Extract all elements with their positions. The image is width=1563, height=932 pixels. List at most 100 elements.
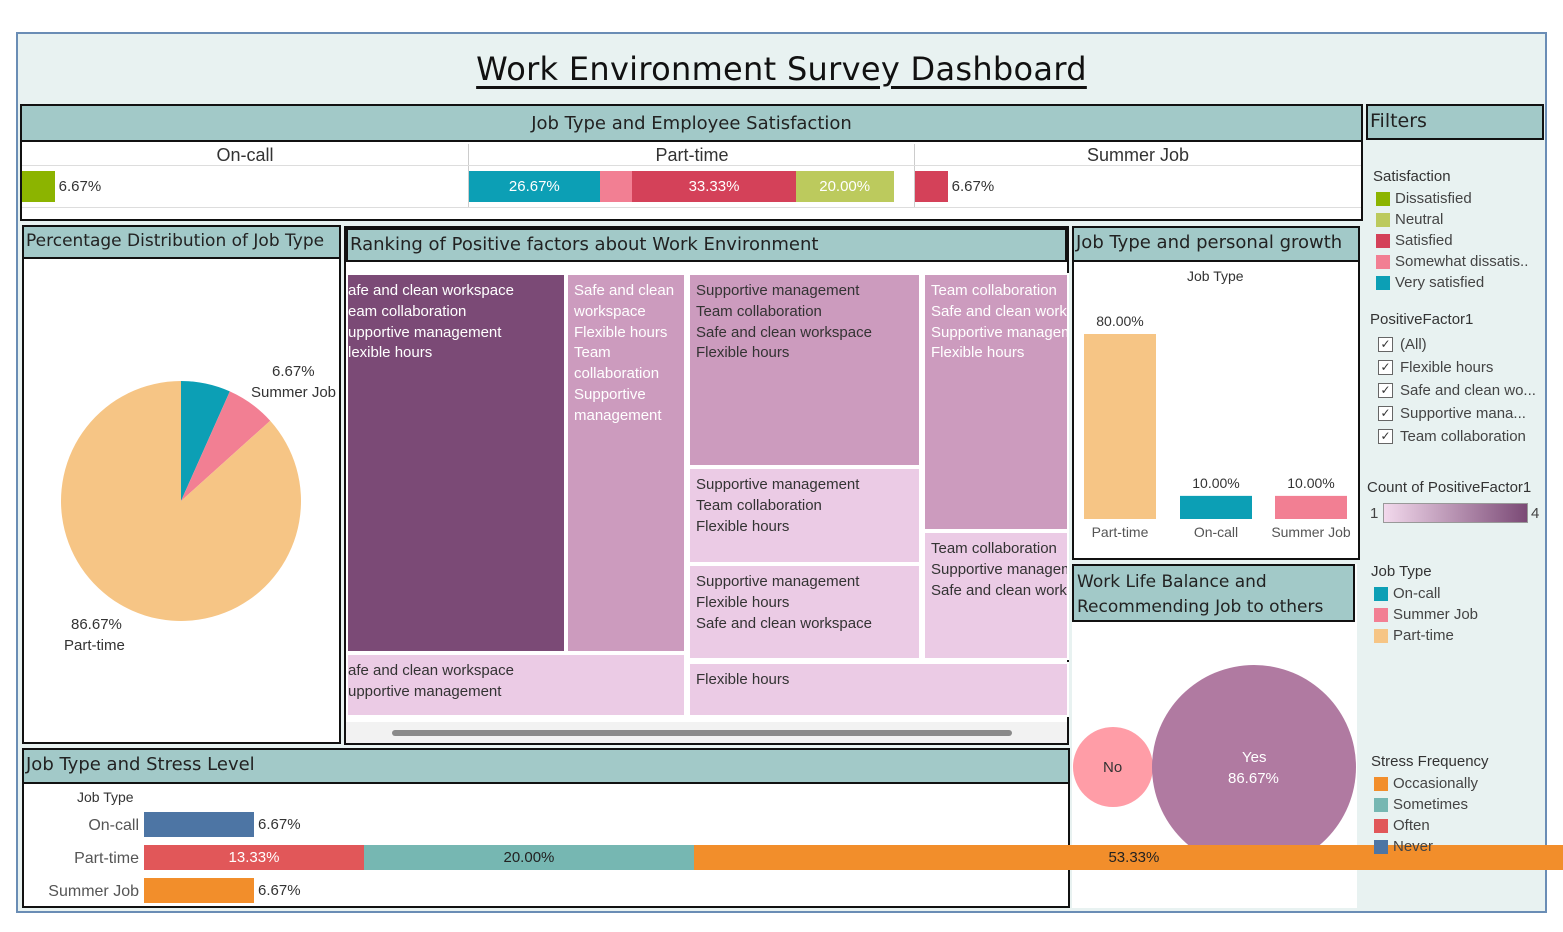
legend-swatch: [1374, 608, 1388, 622]
factor-checkbox[interactable]: ✓: [1378, 406, 1393, 421]
stress-segment: [144, 878, 255, 903]
factor-checkbox-label[interactable]: Supportive mana...: [1400, 405, 1526, 422]
satisfaction-divider-2: [914, 144, 915, 208]
treemap-tile: afe and clean workspace eam collaboration…: [346, 273, 566, 653]
count-legend-max: 4: [1531, 505, 1540, 522]
legend-swatch: [1374, 629, 1388, 643]
satisfaction-col-header: On-call: [216, 145, 274, 165]
treemap-tile-label: upportive management: [348, 323, 502, 341]
treemap-tile-label: Supportive management: [931, 560, 1067, 578]
filters-header: Filters: [1366, 104, 1544, 140]
treemap-header-text: Ranking of Positive factors about Work E…: [350, 234, 819, 255]
growth-category-label: On-call: [1194, 524, 1238, 540]
treemap-tile-label: Safe and clean workspace: [696, 323, 872, 341]
factor-filter-title: PositiveFactor1: [1370, 311, 1474, 328]
legend-label: Part-time: [1393, 627, 1454, 644]
factor-checkbox[interactable]: ✓: [1378, 429, 1393, 444]
factor-checkbox-label[interactable]: (All): [1400, 336, 1427, 353]
stress-legend-title: Stress Frequency: [1371, 753, 1489, 770]
page-title: Work Environment Survey Dashboard: [476, 50, 1087, 88]
stress-segment: 20.00%: [363, 845, 694, 870]
treemap-tile-label: Supportive management: [696, 282, 860, 299]
legend-swatch: [1374, 819, 1388, 833]
legend-swatch: [1376, 276, 1390, 290]
pie-slice: [181, 381, 230, 501]
legend-label: Never: [1393, 838, 1434, 855]
bubble-yes: [1152, 665, 1356, 869]
count-legend-title: Count of PositiveFactor1: [1367, 479, 1532, 496]
pie-slice: [61, 381, 301, 621]
pie-header: Percentage Distribution of Job Type: [22, 225, 341, 259]
pie-label-part-pct: 86.67%: [71, 616, 122, 633]
pie-slice: [181, 391, 271, 501]
treemap-tile-label: upportive management: [348, 682, 502, 700]
factor-checkbox[interactable]: ✓: [1378, 383, 1393, 398]
growth-value-label: 80.00%: [1096, 313, 1143, 329]
legend-label: Sometimes: [1393, 796, 1469, 813]
legend-label: Often: [1393, 817, 1430, 834]
factor-checkbox-label[interactable]: Team collaboration: [1400, 428, 1526, 445]
factor-checkbox[interactable]: ✓: [1378, 360, 1393, 375]
factor-checkbox-label[interactable]: Safe and clean wo...: [1400, 382, 1536, 399]
legend-label: Occasionally: [1393, 775, 1479, 792]
factor-checkbox[interactable]: ✓: [1378, 337, 1393, 352]
stress-header: Job Type and Stress Level: [22, 748, 1070, 784]
stress-value-label: 6.67%: [258, 882, 301, 899]
satisfaction-bottom-line: [22, 207, 1361, 208]
count-legend-min: 1: [1370, 505, 1379, 522]
wlb-header-line1: Work Life Balance and: [1077, 572, 1267, 592]
stress-segment: 53.33%: [693, 845, 1563, 870]
stress-value-label: 6.67%: [258, 816, 301, 833]
satisfaction-segment: [599, 171, 633, 202]
treemap-tile-label: Team collaboration: [931, 282, 1057, 299]
legend-swatch: [1376, 192, 1390, 206]
treemap-tile-label: Safe and clean workspace: [931, 302, 1067, 320]
growth-category-label: Summer Job: [1271, 524, 1351, 540]
treemap-tile-label: Flexible hours: [931, 344, 1025, 362]
stress-header-text: Job Type and Stress Level: [26, 754, 255, 775]
growth-bar-chart: 80.00% Part-time 10.00% On-call 10.00% Summer…: [1084, 313, 1351, 540]
growth-bar: [1180, 495, 1252, 519]
pie-label-summer-name: Summer Job: [251, 384, 337, 401]
treemap-tile: Flexible hours: [688, 662, 1069, 717]
growth-axis-title: Job Type: [1187, 268, 1244, 284]
bubble-no: [1073, 727, 1153, 807]
satisfaction-divider-1: [468, 144, 469, 208]
count-legend-gradient: [1383, 503, 1528, 523]
treemap-scrollbar-thumb[interactable]: [392, 730, 1012, 736]
treemap-tile: afe and clean workspace upportive managem…: [346, 653, 686, 717]
treemap-tile-label: Supportive management: [696, 476, 860, 493]
treemap-tile: Team collaboration Supportive management S…: [923, 531, 1069, 660]
treemap-tile-label: Team collaboration: [696, 302, 822, 320]
legend-label: Satisfied: [1395, 232, 1453, 249]
pie-label-summer-pct: 6.67%: [272, 363, 315, 380]
treemap-tile-label: afe and clean workspace: [348, 662, 514, 679]
satisfaction-col-header: Part-time: [655, 145, 729, 165]
growth-bar: [1084, 334, 1156, 519]
legend-swatch: [1374, 587, 1388, 601]
satisfaction-row-line: [22, 165, 1361, 166]
treemap-tile: Team collaboration Safe and clean workspa…: [923, 273, 1069, 531]
satisfaction-value-label: 6.67%: [58, 178, 102, 195]
growth-value-label: 10.00%: [1192, 475, 1239, 491]
pie-label-part-name: Part-time: [64, 637, 125, 654]
job-type-pie-chart: [61, 381, 301, 621]
stress-segment: 13.33%: [144, 845, 364, 870]
growth-header: Job Type and personal growth: [1072, 226, 1360, 262]
satisfaction-legend-title: Satisfaction: [1373, 168, 1451, 185]
legend-label: Dissatisfied: [1395, 190, 1472, 207]
treemap-tile-label: Team collaboration: [931, 540, 1057, 557]
treemap-tile-label: lexible hours: [348, 344, 433, 362]
stress-row-label: On-call: [88, 817, 139, 834]
satisfaction-segment: [915, 171, 948, 202]
bubble-yes-value: 86.67%: [1228, 770, 1279, 787]
growth-header-text: Job Type and personal growth: [1076, 232, 1343, 253]
stress-axis-title: Job Type: [77, 789, 134, 805]
factor-checkbox-label[interactable]: Flexible hours: [1400, 359, 1494, 376]
treemap-tile-label: Supportive management: [696, 573, 860, 590]
treemap-tile-label: afe and clean workspace: [348, 282, 514, 299]
wlb-header-line2: Recommending Job to others: [1077, 597, 1324, 617]
treemap-tile-label: Flexible hours: [696, 517, 790, 535]
legend-label: Summer Job: [1393, 606, 1479, 623]
treemap-tile-label: Safe and clean workspace: [696, 614, 872, 632]
